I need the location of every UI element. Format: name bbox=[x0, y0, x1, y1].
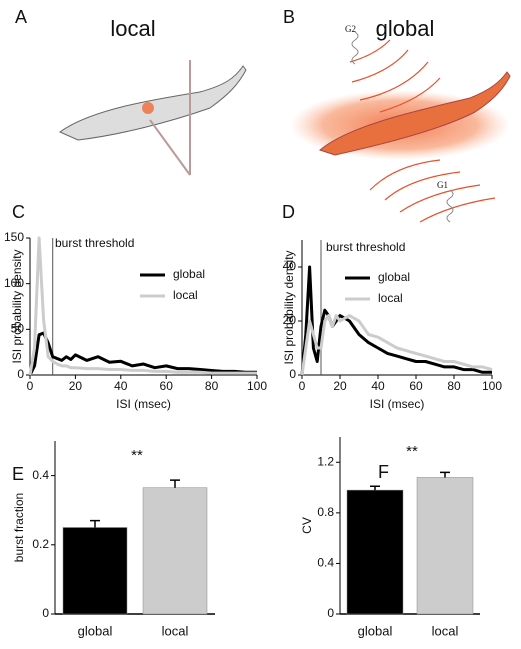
x-axis-label: ISI (msec) bbox=[370, 397, 425, 411]
panel-letter: A bbox=[15, 7, 27, 27]
x-tick-label: 80 bbox=[205, 379, 219, 393]
panel-letter: D bbox=[282, 202, 295, 222]
series-line bbox=[300, 265, 492, 376]
legend-label: local bbox=[378, 291, 403, 305]
x-tick-label: 100 bbox=[482, 379, 502, 393]
x-tick-label: global bbox=[358, 623, 393, 638]
electrode-label: G1 bbox=[437, 180, 448, 190]
annotation: burst threshold bbox=[326, 240, 405, 254]
significance: ** bbox=[406, 443, 418, 460]
electrode-label: G2 bbox=[345, 24, 356, 34]
x-tick-label: local bbox=[432, 623, 459, 638]
y-tick-label: 0 bbox=[289, 367, 296, 381]
fish-local bbox=[59, 60, 247, 176]
y-axis-label: CV bbox=[300, 517, 314, 534]
y-tick-label: 150 bbox=[4, 230, 24, 244]
bar bbox=[142, 487, 208, 615]
error-bar bbox=[370, 485, 380, 491]
panel-title: local bbox=[110, 16, 155, 41]
series-line bbox=[300, 314, 493, 376]
x-tick-label: 60 bbox=[160, 379, 174, 393]
x-tick-label: 20 bbox=[69, 379, 83, 393]
series-line bbox=[28, 236, 257, 376]
panel-letter: F bbox=[378, 462, 389, 482]
panel-letter: B bbox=[283, 7, 295, 27]
x-tick-label: 20 bbox=[333, 379, 347, 393]
x-tick-label: local bbox=[162, 623, 189, 638]
panel-letter: E bbox=[12, 464, 24, 484]
error-bar bbox=[90, 519, 100, 528]
y-tick-label: 0.4 bbox=[317, 556, 334, 570]
fish-global bbox=[290, 31, 511, 223]
y-axis-label: ISI probability density bbox=[282, 250, 296, 364]
y-tick-label: 100 bbox=[4, 276, 24, 290]
legend-label: local bbox=[173, 288, 198, 302]
bar bbox=[62, 527, 128, 615]
y-tick-label: 1.2 bbox=[317, 454, 334, 468]
y-tick-label: 40 bbox=[283, 259, 297, 273]
y-tick-label: 0 bbox=[42, 606, 49, 620]
x-tick-label: 0 bbox=[299, 379, 306, 393]
panel-title: global bbox=[376, 16, 435, 41]
error-bar bbox=[440, 471, 450, 478]
y-tick-label: 0.8 bbox=[317, 505, 334, 519]
y-tick-label: 0 bbox=[327, 606, 334, 620]
bar bbox=[346, 489, 404, 615]
annotation: burst threshold bbox=[55, 236, 134, 250]
y-axis-label: burst fraction bbox=[12, 493, 26, 562]
error-bar bbox=[170, 479, 180, 488]
panel-letter: C bbox=[12, 202, 25, 222]
x-tick-label: 60 bbox=[409, 379, 423, 393]
series-line bbox=[28, 331, 257, 376]
x-tick-label: 0 bbox=[27, 379, 34, 393]
y-tick-label: 0.4 bbox=[32, 468, 49, 482]
y-tick-label: 0 bbox=[17, 367, 24, 381]
legend-label: global bbox=[173, 267, 205, 281]
x-tick-label: 80 bbox=[447, 379, 461, 393]
legend-label: global bbox=[378, 270, 410, 284]
x-axis-label: ISI (msec) bbox=[116, 397, 171, 411]
x-tick-label: global bbox=[78, 623, 113, 638]
x-tick-label: 40 bbox=[371, 379, 385, 393]
y-tick-label: 50 bbox=[11, 322, 25, 336]
x-tick-label: 40 bbox=[114, 379, 128, 393]
y-tick-label: 20 bbox=[283, 313, 297, 327]
y-tick-label: 0.2 bbox=[32, 537, 49, 551]
x-tick-label: 100 bbox=[247, 379, 267, 393]
y-axis-label: ISI probability density bbox=[10, 249, 24, 363]
significance: ** bbox=[131, 447, 143, 464]
bar bbox=[416, 477, 474, 615]
